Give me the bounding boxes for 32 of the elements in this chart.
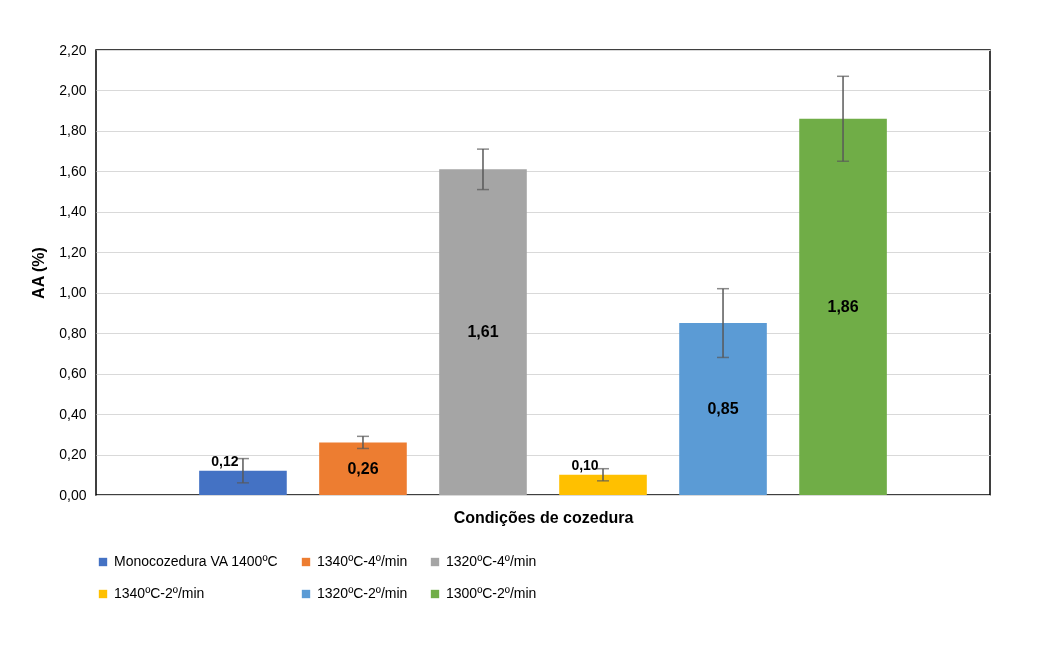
data-label: 0,26 [347,459,379,477]
y-axis-title: AA (%) [30,247,48,299]
bar [439,169,527,495]
y-tick-label: 0,40 [59,405,87,422]
y-tick-label: 0,20 [59,446,87,463]
y-tick-label: 0,60 [59,365,87,382]
legend-label: 1340ºC-2º/min [114,585,205,601]
legend-label: 1300ºC-2º/min [446,585,537,601]
legend-label: Monocozedura VA 1400ºC [114,553,278,569]
y-tick-label: 1,60 [59,162,87,179]
data-label: 0,10 [571,456,599,473]
data-label: 1,61 [467,323,499,341]
bar [319,442,407,495]
x-axis-title: Condições de cozedura [453,508,634,526]
y-tick-label: 1,00 [59,284,87,301]
legend-label: 1320ºC-4º/min [446,553,537,569]
y-tick-label: 0,00 [59,486,87,503]
y-tick-label: 1,20 [59,243,87,260]
y-tick-label: 1,40 [59,203,87,220]
y-tick-label: 2,20 [59,41,87,58]
legend-label: 1340ºC-4º/min [317,553,408,569]
bar [679,323,767,495]
bar [799,118,887,495]
data-label: 1,86 [827,297,859,315]
bar [559,474,647,495]
data-label: 0,12 [211,452,239,469]
bar [199,470,287,495]
y-tick-label: 0,80 [59,324,87,341]
y-tick-label: 2,00 [59,81,87,98]
legend-label: 1320ºC-2º/min [317,585,408,601]
data-label: 0,85 [707,400,739,418]
y-tick-label: 1,80 [59,122,87,139]
